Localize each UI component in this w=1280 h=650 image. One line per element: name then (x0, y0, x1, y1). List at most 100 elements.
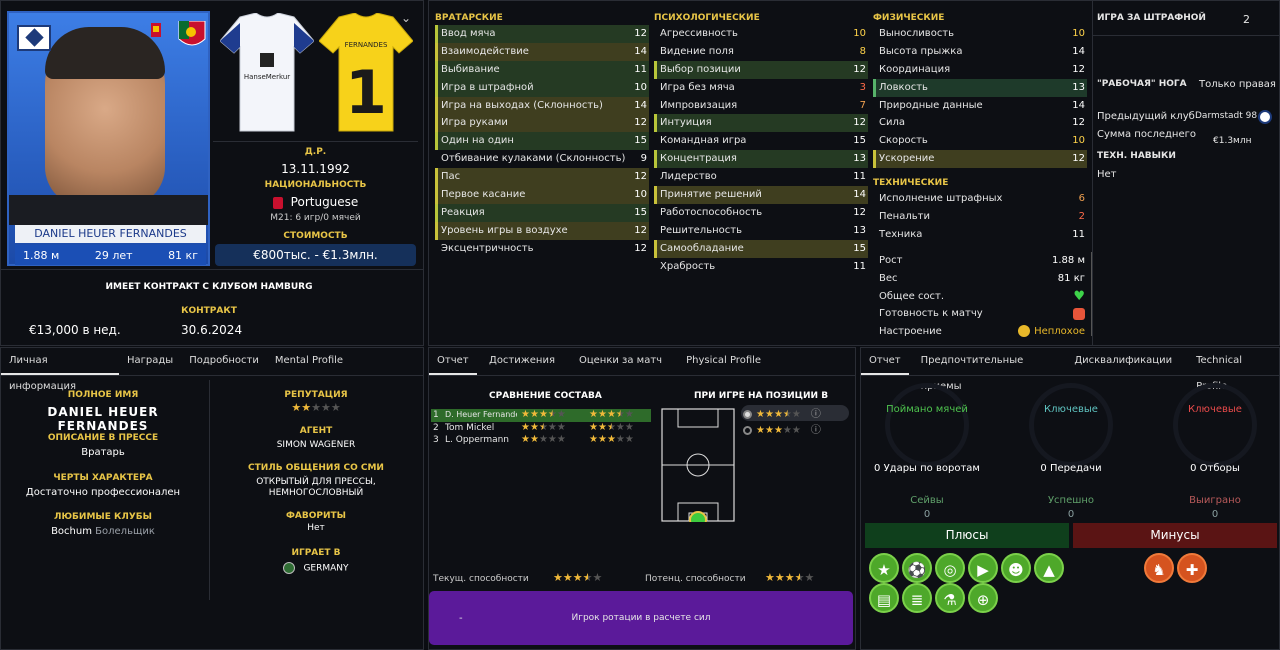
attribute-label: Координация (879, 63, 951, 75)
squad-status-box[interactable]: - Игрок ротации в расчете сил (429, 591, 853, 645)
attribute-row[interactable]: Игра руками 12 (435, 114, 649, 133)
tab-match-ratings[interactable]: Оценки за матч (578, 355, 663, 366)
attribute-row[interactable]: Скорость 10 (873, 132, 1087, 150)
attribute-value: 14 (1072, 45, 1085, 57)
clipboard-list-icon[interactable]: ≣ (902, 583, 932, 613)
attribute-row[interactable]: Первое касание 10 (435, 186, 649, 204)
pitch-diagram[interactable] (661, 408, 735, 522)
globe-icon[interactable]: ⊕ (968, 583, 998, 613)
attribute-row[interactable]: Техника 11 (873, 226, 1087, 244)
radio-icon[interactable] (743, 409, 752, 419)
attribute-value: 14 (634, 45, 647, 57)
tab-report[interactable]: Отчет (861, 348, 909, 375)
attribute-row[interactable]: Интуиция 12 (654, 114, 868, 133)
squad-row[interactable]: 2 Tom Mickel ★★★★★ ★★★★★ (431, 422, 651, 435)
info-icon[interactable]: ⓘ (810, 424, 821, 436)
attribute-row[interactable]: Один на один 15 (435, 132, 649, 151)
attribute-row[interactable]: Командная игра 15 (654, 132, 868, 150)
morale-text: Неплохое (1034, 326, 1085, 338)
chevron-down-icon[interactable]: ⌄ (401, 11, 412, 25)
attribute-row[interactable]: Агрессивность 10 (654, 25, 868, 43)
attribute-row[interactable]: Уровень игры в воздухе 12 (435, 221, 649, 240)
attribute-row[interactable]: Исполнение штрафных 6 (873, 190, 1087, 208)
squad-row[interactable]: 3 L. Oppermann ★★★★★ ★★★★★ (431, 434, 651, 447)
attribute-row[interactable]: Эксцентричность 12 (435, 240, 649, 258)
position-rating-row-selected[interactable] (741, 405, 849, 421)
attribute-row[interactable]: Импровизация 7 (654, 97, 868, 115)
info-icon[interactable]: ⓘ (810, 408, 821, 420)
tab-preferred-moves[interactable]: Предпочтительные приемы (920, 355, 1024, 392)
tab-report[interactable]: Отчет (429, 348, 477, 375)
personal-tabs: Личная информация Награды Подробности Me… (1, 348, 423, 392)
attribute-row[interactable]: Видение поля 8 (654, 43, 868, 61)
attribute-value: 15 (634, 135, 647, 147)
attribute-row[interactable]: Игра в штрафной 10 (435, 78, 649, 97)
attribute-row[interactable]: Выбивание 11 (435, 60, 649, 79)
attribute-row[interactable]: Природные данные 14 (873, 97, 1087, 115)
attribute-value: 10 (634, 189, 647, 201)
attribute-row[interactable]: Лидерство 11 (654, 168, 868, 186)
attribute-row[interactable]: Выносливость 10 (873, 25, 1087, 43)
darmstadt-logo-icon[interactable] (1258, 110, 1272, 124)
attribute-row[interactable]: Сила 12 (873, 114, 1087, 132)
attribute-row[interactable]: Самообладание 15 (654, 239, 868, 258)
position-rating-row[interactable]: ★★★★★ ⓘ (743, 422, 849, 438)
u21-record: M21: 6 игр/0 мячей (270, 213, 361, 223)
portugal-flag-icon[interactable] (151, 21, 207, 51)
attribute-row[interactable]: Выбор позиции 12 (654, 60, 868, 79)
attribute-row[interactable]: Ввод мяча 12 (435, 25, 649, 43)
attribute-row[interactable]: Реакция 15 (435, 203, 649, 222)
attribute-row[interactable]: Координация 12 (873, 61, 1087, 79)
tab-mental-profile[interactable]: Mental Profile (274, 355, 344, 366)
boot-icon[interactable]: ▶ (968, 553, 998, 583)
germany-logo-icon[interactable] (283, 562, 296, 574)
tab-technical-profile[interactable]: Technical Profile (1196, 355, 1243, 392)
tab-physical-profile[interactable]: Physical Profile (686, 355, 762, 366)
attribute-row[interactable]: Ловкость 13 (873, 78, 1087, 97)
attribute-row[interactable]: Ускорение 12 (873, 150, 1087, 169)
attribute-row[interactable]: Работоспособность 12 (654, 204, 868, 222)
tab-personal[interactable]: Личная информация (1, 348, 119, 392)
attribute-row[interactable]: Высота прыжка 14 (873, 43, 1087, 61)
head-icon[interactable]: ☻ (1001, 553, 1031, 583)
goalkeeper-kit-icon[interactable]: FERNANDES 1 (319, 13, 413, 133)
position-rating-row[interactable]: ★★★★★ ⓘ (743, 406, 849, 422)
agent-value[interactable]: SIMON WAGENER (276, 440, 356, 450)
squad-row[interactable]: 1 D. Heuer Fernandes ★★★★★ ★★★★★ (431, 409, 651, 422)
attribute-row[interactable]: Храбрость 11 (654, 258, 868, 276)
fitness-icon[interactable] (1073, 308, 1085, 321)
attribute-row[interactable]: Пас 12 (435, 168, 649, 187)
home-kit-icon[interactable]: HanseMerkur (220, 13, 314, 133)
tab-awards[interactable]: Награды (127, 355, 174, 366)
attribute-row[interactable]: Решительность 13 (654, 222, 868, 240)
target-icon[interactable]: ◎ (935, 553, 965, 583)
clipboard-icon[interactable]: ▤ (869, 583, 899, 613)
star-icon[interactable]: ★ (869, 553, 899, 583)
foot-icon[interactable]: ♞ (1144, 553, 1174, 583)
attribute-row[interactable]: Концентрация 13 (654, 150, 868, 169)
flask-icon[interactable]: ⚗ (935, 583, 965, 613)
tab-achievements[interactable]: Достижения (489, 355, 555, 366)
heart-icon[interactable]: ♥ (1073, 288, 1085, 304)
morale-icon[interactable] (1018, 325, 1031, 338)
ball-icon[interactable]: ⚽ (902, 553, 932, 583)
attribute-row[interactable]: Взаимодействие 14 (435, 42, 649, 61)
goalkeeper-position-marker (689, 511, 707, 522)
attribute-row[interactable]: Пенальти 2 (873, 208, 1087, 226)
attribute-row[interactable]: Принятие решений 14 (654, 186, 868, 204)
cone-plus-icon[interactable]: ✚ (1177, 553, 1207, 583)
attribute-row[interactable]: Игра на выходах (Склонность) 14 (435, 96, 649, 115)
attribute-row[interactable]: Отбивание кулаками (Склонность) 9 (435, 150, 649, 168)
value-box[interactable]: €800тыс. - €1.3млн. (215, 244, 416, 266)
cone-icon[interactable]: ▲ (1034, 553, 1064, 583)
attribute-value: 12 (1072, 117, 1085, 129)
prev-club-value[interactable]: Darmstadt 98 (1195, 111, 1258, 121)
radio-icon[interactable] (743, 425, 752, 435)
tab-suspensions[interactable]: Дисквалификации (1074, 355, 1173, 366)
hamburg-logo-icon[interactable] (17, 25, 51, 51)
favourite-club[interactable]: Bochum (51, 526, 92, 537)
tab-details[interactable]: Подробности (189, 355, 259, 366)
attribute-value: 2 (1078, 211, 1085, 223)
attribute-row[interactable]: Игра без мяча 3 (654, 79, 868, 97)
squad-potential-stars: ★★★★★ (589, 422, 634, 435)
